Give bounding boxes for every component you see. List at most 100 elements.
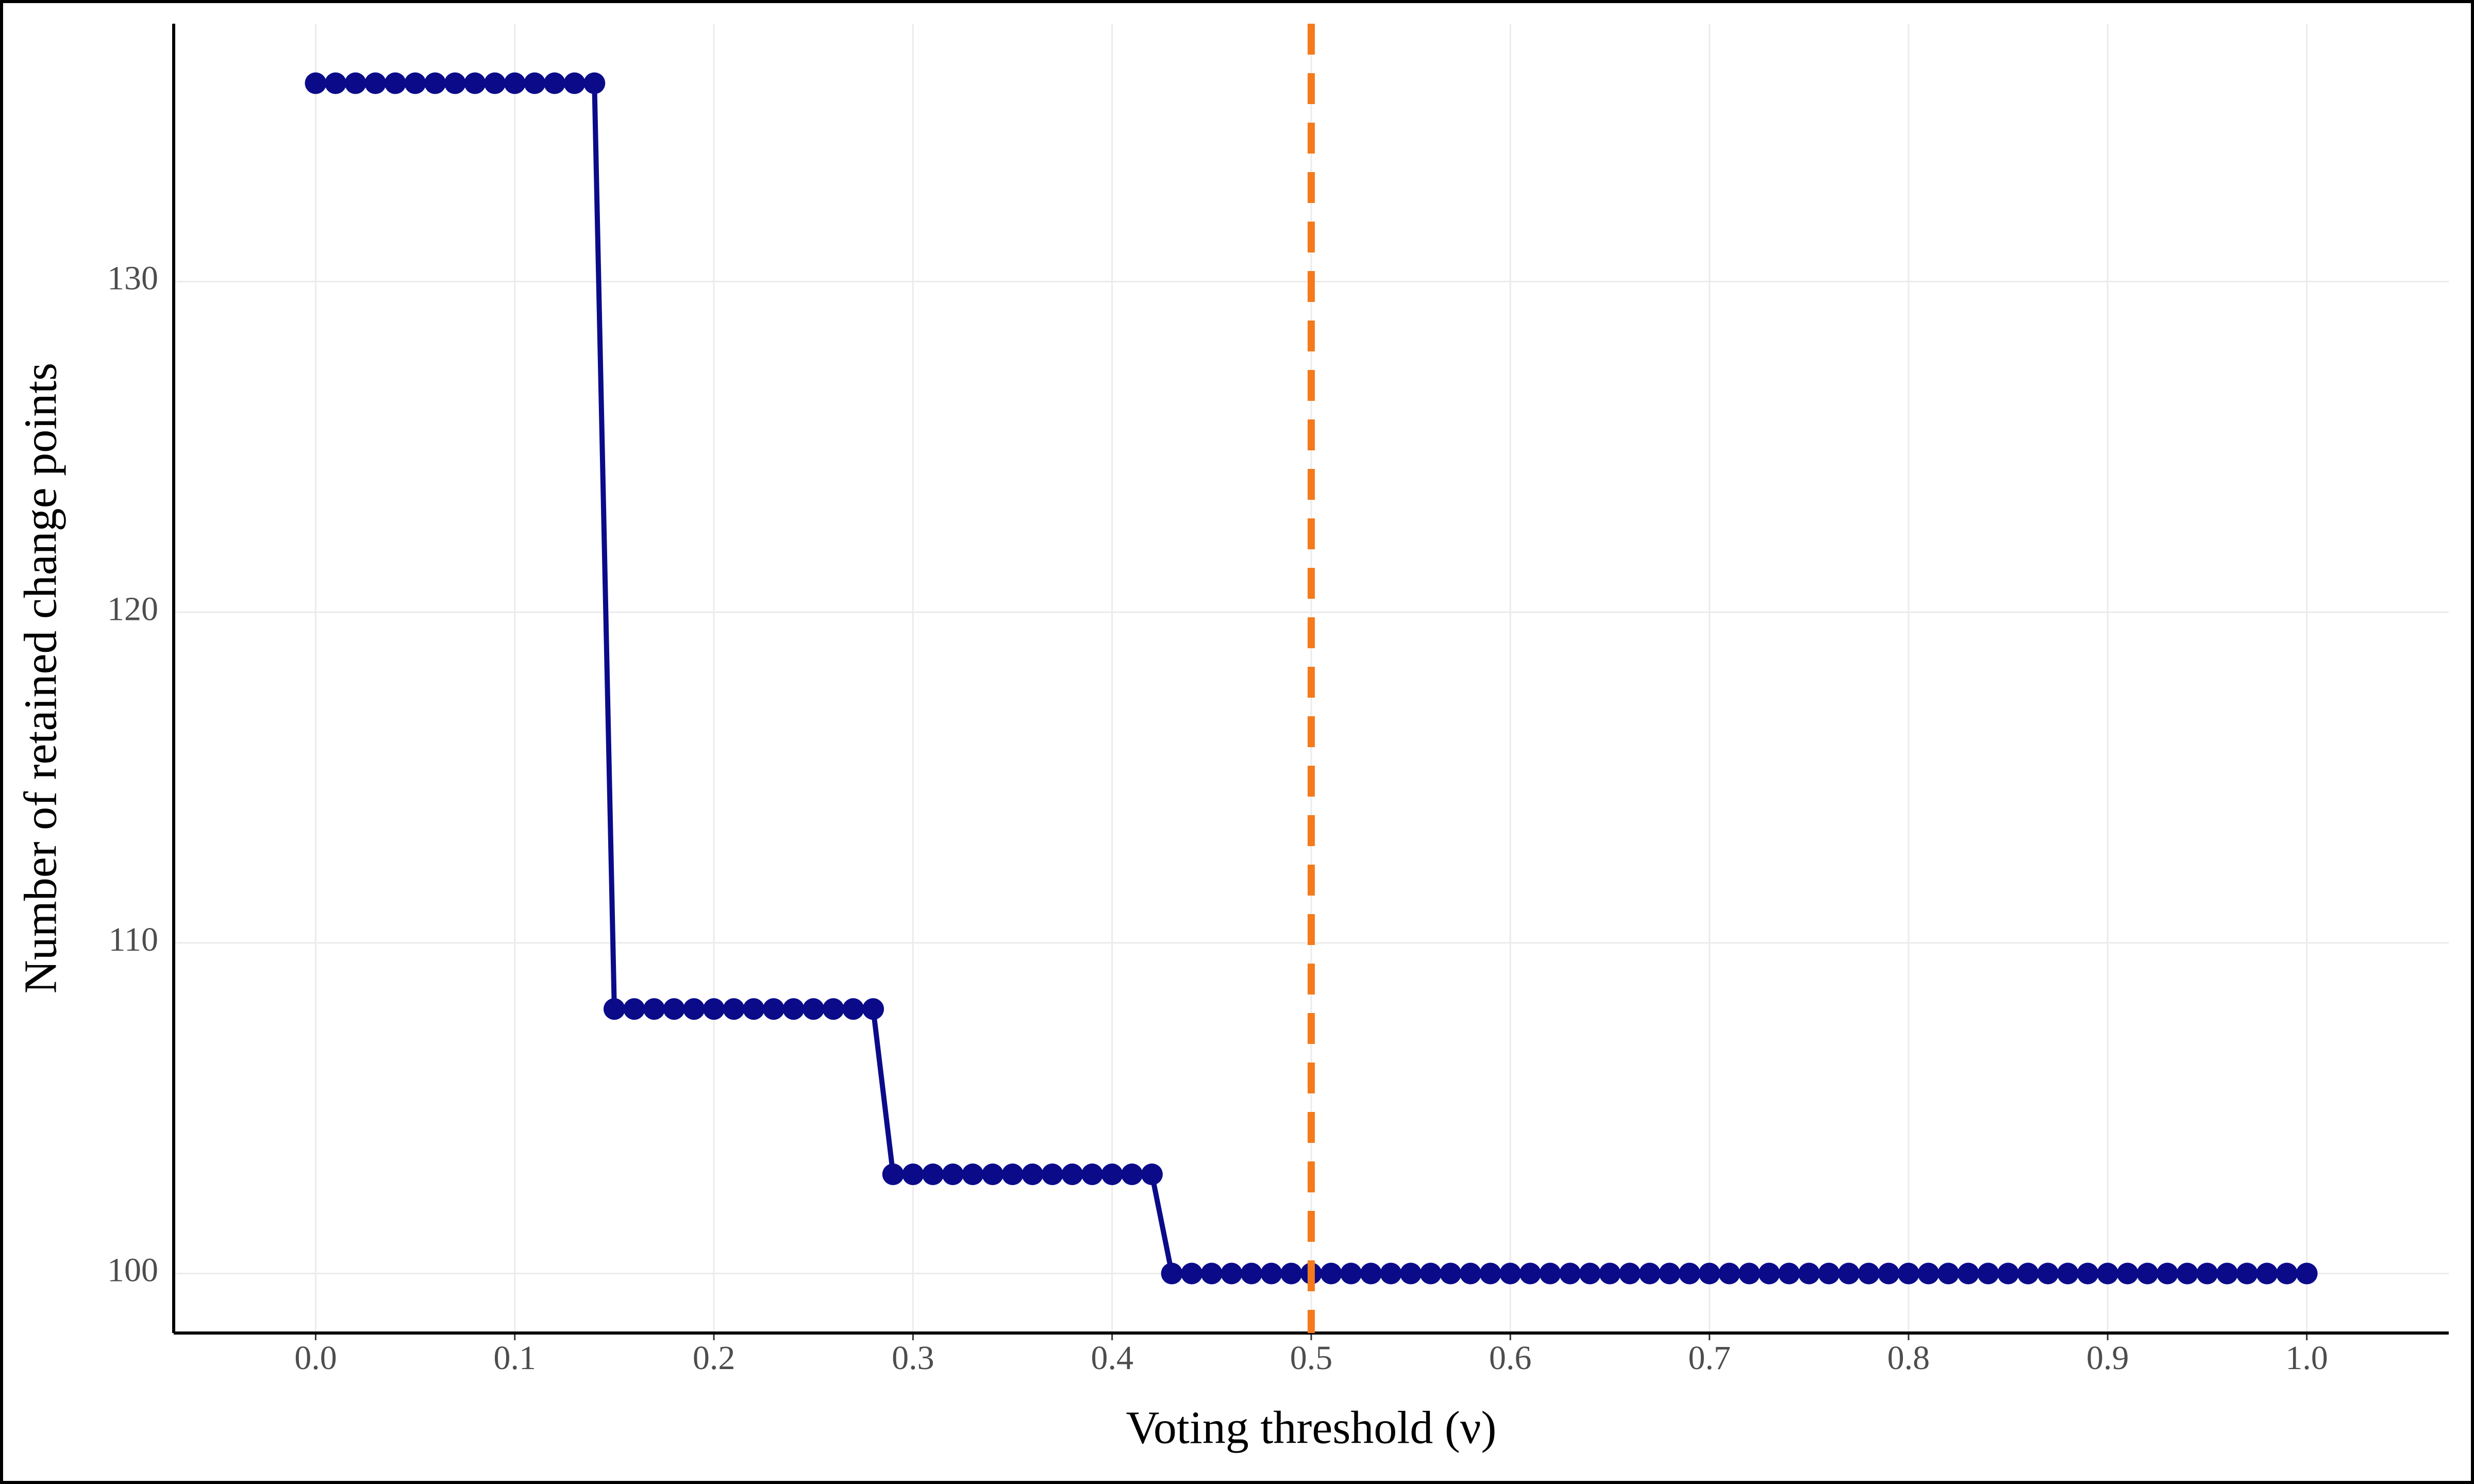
data-point	[1081, 1163, 1104, 1185]
data-point	[305, 72, 327, 94]
data-point	[623, 998, 645, 1020]
data-point	[1380, 1262, 1402, 1285]
data-point	[1758, 1262, 1780, 1285]
data-point	[404, 72, 426, 94]
data-point	[822, 998, 844, 1020]
data-point	[1738, 1262, 1760, 1285]
data-point	[1241, 1262, 1263, 1285]
data-point	[2116, 1262, 2138, 1285]
data-point	[1818, 1262, 1840, 1285]
x-tick-label: 0.3	[892, 1339, 934, 1377]
data-point	[942, 1163, 964, 1185]
data-point	[2176, 1262, 2198, 1285]
data-point	[2216, 1262, 2238, 1285]
data-point	[2196, 1262, 2218, 1285]
data-point	[1579, 1262, 1601, 1285]
data-point	[1539, 1262, 1561, 1285]
data-point	[1917, 1262, 1940, 1285]
data-point	[344, 72, 366, 94]
x-tick-label: 0.1	[494, 1339, 537, 1377]
y-tick-label: 100	[107, 1252, 158, 1289]
data-point	[364, 72, 387, 94]
data-point	[1858, 1262, 1880, 1285]
data-point	[2157, 1262, 2179, 1285]
data-point	[1997, 1262, 2019, 1285]
data-point	[424, 72, 446, 94]
data-point	[1200, 1262, 1223, 1285]
data-point	[1400, 1262, 1422, 1285]
data-point	[563, 72, 586, 94]
data-point	[1121, 1163, 1143, 1185]
data-point	[981, 1163, 1004, 1185]
data-point	[663, 998, 685, 1020]
data-point	[583, 72, 606, 94]
data-point	[743, 998, 765, 1020]
y-axis-title: Number of retained change points	[15, 363, 66, 994]
data-point	[1897, 1262, 1919, 1285]
data-point	[325, 72, 347, 94]
data-point	[1061, 1163, 1083, 1185]
data-point	[1221, 1262, 1243, 1285]
y-tick-label: 130	[107, 260, 158, 297]
data-point	[1181, 1262, 1203, 1285]
data-point	[2136, 1262, 2159, 1285]
data-point	[1340, 1262, 1362, 1285]
data-point	[1957, 1262, 1979, 1285]
data-point	[1678, 1262, 1700, 1285]
data-point	[1161, 1262, 1183, 1285]
data-point	[1718, 1262, 1741, 1285]
data-point	[1977, 1262, 1999, 1285]
data-point	[544, 72, 566, 94]
data-point	[524, 72, 546, 94]
data-point	[683, 998, 705, 1020]
data-point	[723, 998, 745, 1020]
data-point	[1260, 1262, 1282, 1285]
data-point	[384, 72, 406, 94]
data-point	[1141, 1163, 1163, 1185]
data-point	[1599, 1262, 1621, 1285]
x-tick-label: 0.8	[1887, 1339, 1930, 1377]
data-point	[1778, 1262, 1800, 1285]
data-point	[922, 1163, 944, 1185]
data-point	[1041, 1163, 1063, 1185]
data-point	[1499, 1262, 1522, 1285]
data-point	[803, 998, 825, 1020]
data-point	[1280, 1262, 1302, 1285]
data-point	[603, 998, 625, 1020]
y-tick-label: 110	[108, 921, 158, 958]
data-point	[1001, 1163, 1024, 1185]
data-point	[643, 998, 665, 1020]
data-point	[2097, 1262, 2119, 1285]
data-point	[1659, 1262, 1681, 1285]
data-point	[1360, 1262, 1382, 1285]
data-point	[2077, 1262, 2099, 1285]
data-point	[1419, 1262, 1442, 1285]
data-point	[703, 998, 725, 1020]
data-point	[1639, 1262, 1661, 1285]
x-tick-label: 0.7	[1688, 1339, 1731, 1377]
data-point	[2276, 1262, 2298, 1285]
data-point	[1320, 1262, 1342, 1285]
data-point	[1559, 1262, 1581, 1285]
x-tick-label: 0.5	[1290, 1339, 1333, 1377]
data-point	[1937, 1262, 1960, 1285]
data-point	[1440, 1262, 1462, 1285]
data-point	[762, 998, 784, 1020]
data-point	[1619, 1262, 1641, 1285]
data-point	[484, 72, 506, 94]
data-point	[1698, 1262, 1720, 1285]
data-point	[1519, 1262, 1541, 1285]
x-tick-label: 0.2	[693, 1339, 735, 1377]
data-point	[1022, 1163, 1044, 1185]
data-point	[504, 72, 526, 94]
data-point	[782, 998, 805, 1020]
x-axis-title: Voting threshold (ν)	[1126, 1403, 1497, 1454]
data-point	[1798, 1262, 1820, 1285]
data-point	[444, 72, 466, 94]
data-point	[2236, 1262, 2258, 1285]
data-point	[882, 1163, 904, 1185]
data-point	[1838, 1262, 1860, 1285]
data-point	[2017, 1262, 2039, 1285]
